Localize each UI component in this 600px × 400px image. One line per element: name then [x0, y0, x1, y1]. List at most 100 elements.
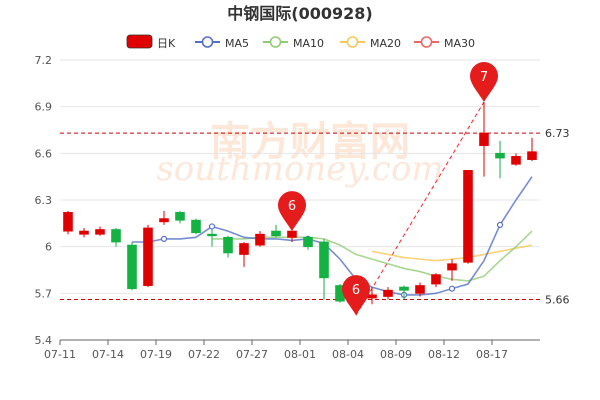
candle-body: [495, 152, 505, 159]
candle-body: [463, 170, 473, 263]
candle-body: [319, 241, 329, 279]
mark-lines: 6.73 5.66: [60, 101, 570, 316]
candle-body: [207, 233, 217, 237]
candle: [527, 137, 537, 162]
candle-body: [287, 230, 297, 238]
candle-body: [527, 151, 537, 160]
candle: [463, 170, 473, 264]
candle-body: [431, 274, 441, 285]
marker-pin: [470, 62, 498, 102]
candle: [479, 102, 489, 177]
candle-body: [63, 212, 73, 232]
candle-body: [143, 227, 153, 286]
legend-label: MA10: [293, 37, 324, 50]
legend-item-ma20[interactable]: MA20: [340, 36, 401, 50]
candle-body: [79, 230, 89, 235]
x-tick-label: 07-11: [44, 348, 76, 361]
candle: [319, 238, 329, 300]
x-tick-label: 08-04: [332, 348, 364, 361]
y-tick-label: 7.2: [35, 54, 53, 67]
legend-label: MA20: [370, 37, 401, 50]
candle-body: [415, 285, 425, 294]
candle-body: [511, 156, 521, 165]
markers: 7 6 6: [278, 62, 498, 316]
ma5-line: [132, 176, 533, 296]
watermark: 南方财富网 southmoney.com: [156, 119, 443, 189]
candle-body: [175, 212, 185, 221]
candle: [255, 231, 265, 247]
marker-label: 6: [352, 283, 360, 298]
candle-body: [383, 289, 393, 297]
candle: [191, 218, 201, 235]
candle: [143, 224, 153, 288]
candle: [223, 235, 233, 258]
x-tick-label: 07-19: [140, 348, 172, 361]
legend-item-k[interactable]: 日K: [126, 34, 176, 50]
x-tick-label: 08-09: [380, 348, 412, 361]
candle: [175, 210, 185, 224]
candle-body: [223, 236, 233, 254]
marker-label: 6: [288, 199, 296, 214]
y-tick-label: 6: [45, 241, 52, 254]
candle: [95, 226, 105, 236]
candles: [63, 102, 537, 316]
candle: [303, 235, 313, 250]
candle-body: [127, 244, 137, 290]
candle: [159, 210, 169, 225]
candle: [383, 287, 393, 300]
candle-body: [367, 294, 377, 299]
marker-pin: [278, 191, 306, 232]
candle-body: [399, 286, 409, 291]
candle-body: [255, 233, 265, 246]
mark-line-label: 5.66: [545, 294, 570, 307]
candle: [111, 228, 121, 247]
ma5-point: [496, 221, 504, 228]
candle: [207, 229, 217, 247]
candle: [63, 210, 73, 235]
legend-label: MA30: [444, 37, 475, 50]
legend-label: 日K: [157, 37, 176, 50]
candle: [431, 273, 441, 288]
svg-text:南方财富网: 南方财富网: [210, 119, 410, 165]
svg-text:southmoney.com: southmoney.com: [156, 149, 443, 189]
legend-swatch-marker: [346, 36, 359, 48]
y-tick-label: 5.4: [35, 334, 53, 347]
legend-swatch-marker: [201, 36, 214, 48]
marker-pin: [342, 275, 370, 316]
candle-body: [159, 218, 169, 223]
ma10-line: [212, 230, 533, 282]
candle: [79, 228, 89, 238]
y-tick-label: 6.6: [35, 147, 53, 160]
legend-item-ma30[interactable]: MA30: [414, 36, 475, 50]
x-tick-label: 08-17: [476, 348, 508, 361]
x-tick-label: 08-01: [284, 348, 316, 361]
y-tick-label: 5.7: [35, 287, 53, 300]
legend-item-ma10[interactable]: MA10: [263, 36, 324, 50]
candle: [127, 242, 137, 291]
candle-body: [95, 229, 105, 235]
y-axis: 7.2 6.9 6.6 6.3 6 5.7 5.4: [35, 54, 53, 347]
ma5-point: [208, 223, 216, 230]
legend-item-ma5[interactable]: MA5: [195, 36, 249, 50]
y-tick-label: 6.9: [35, 101, 53, 114]
candle-body: [303, 236, 313, 248]
mid-marker: 6: [278, 191, 306, 232]
mark-line-label: 6.73: [545, 127, 570, 140]
x-tick-label: 07-22: [188, 348, 220, 361]
candle-body: [111, 229, 121, 243]
candle: [447, 259, 457, 281]
candle: [399, 285, 409, 300]
legend[interactable]: 日K MA5 MA10 MA20 MA30: [126, 34, 475, 50]
x-tick-label: 07-14: [92, 348, 124, 361]
chart-title: 中钢国际(000928): [227, 4, 372, 23]
legend-swatch-marker: [269, 36, 282, 48]
candle: [271, 224, 281, 238]
candle: [239, 242, 249, 267]
marker-label: 7: [480, 70, 488, 85]
x-tick-label: 07-27: [236, 348, 268, 361]
candle: [511, 153, 521, 166]
max-marker: 7: [470, 62, 498, 102]
x-tick-label: 08-12: [428, 348, 460, 361]
candle-body: [191, 219, 201, 234]
ma5-point: [160, 235, 168, 242]
